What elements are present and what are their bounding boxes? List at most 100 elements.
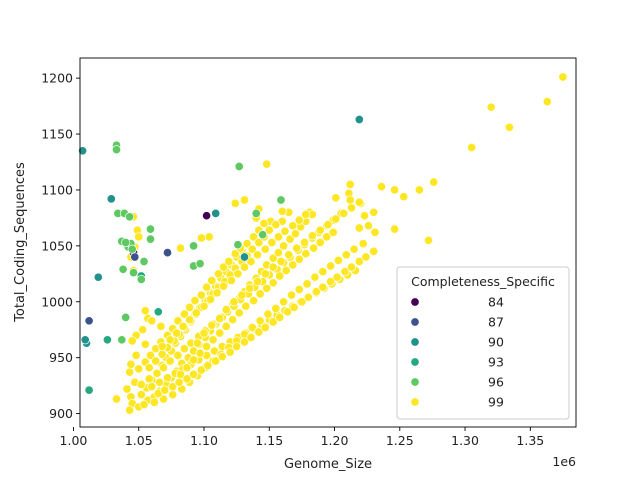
legend-label: 87: [488, 315, 504, 330]
x-axis-offset-label: 1e6: [552, 454, 576, 469]
data-point-99: [219, 262, 229, 272]
data-point-99: [299, 237, 310, 248]
data-point-99: [160, 385, 170, 395]
data-point-99: [390, 185, 400, 195]
data-point-99: [196, 233, 206, 243]
data-point-99: [165, 356, 175, 366]
legend-label: 84: [488, 295, 504, 310]
data-point-99: [219, 281, 229, 291]
data-point-99: [127, 336, 137, 346]
data-point-99: [301, 209, 311, 220]
data-point-99: [318, 267, 328, 277]
data-point-99: [232, 341, 242, 352]
data-point-99: [271, 220, 281, 230]
data-point-99: [246, 256, 256, 267]
data-point-99: [281, 265, 291, 276]
legend-label: 99: [488, 395, 504, 410]
data-point-99: [138, 325, 148, 335]
data-point-99: [190, 296, 200, 306]
legend-label: 93: [488, 355, 504, 370]
data-point-96: [251, 208, 261, 218]
data-point-99: [414, 185, 424, 195]
data-point-99: [226, 275, 236, 286]
data-point-96: [139, 256, 149, 267]
data-point-99: [369, 246, 379, 256]
data-point-99: [221, 305, 231, 315]
data-point-93: [102, 335, 112, 345]
data-point-99: [310, 272, 320, 282]
data-point-96: [117, 335, 127, 345]
data-point-99: [467, 142, 477, 153]
data-point-99: [125, 405, 135, 415]
data-point-99: [247, 322, 257, 333]
data-point-99: [134, 364, 144, 374]
x-tick-label: 1.35: [516, 433, 544, 448]
x-tick-label: 1.00: [60, 433, 88, 448]
data-point-99: [277, 206, 287, 216]
data-point-99: [255, 289, 265, 299]
data-point-99: [221, 321, 231, 331]
data-point-99: [275, 312, 285, 322]
data-point-99: [241, 301, 251, 311]
data-point-99: [370, 227, 380, 237]
data-point-99: [224, 256, 234, 267]
data-point-99: [152, 368, 162, 378]
data-point-99: [215, 328, 225, 338]
data-point-99: [315, 237, 325, 248]
data-point-99: [213, 269, 223, 279]
data-point-99: [286, 290, 297, 300]
data-point-99: [134, 232, 144, 242]
data-point-99: [282, 307, 293, 317]
data-point-99: [359, 211, 370, 221]
data-point-96: [121, 312, 131, 322]
data-point-99: [175, 243, 186, 253]
data-point-96: [125, 212, 135, 222]
data-point-99: [199, 328, 209, 338]
data-point-99: [486, 102, 496, 112]
data-point-99: [139, 400, 149, 410]
data-point-99: [289, 302, 299, 312]
data-point-99: [179, 309, 189, 319]
data-point-99: [203, 360, 213, 371]
data-point-99: [199, 301, 209, 311]
data-point-99: [275, 271, 285, 281]
y-tick-label: 900: [49, 406, 73, 421]
legend-title: Completeness_Specific: [411, 274, 555, 289]
data-point-99: [358, 239, 368, 249]
axes-frame: [79, 57, 577, 428]
data-point-99: [125, 367, 135, 377]
data-point-99: [182, 363, 192, 373]
data-point-96: [136, 274, 146, 284]
data-point-99: [340, 267, 350, 277]
data-point-99: [263, 309, 273, 319]
data-point-99: [212, 288, 222, 298]
data-point-99: [168, 390, 178, 400]
y-tick-label: 1000: [41, 294, 73, 309]
data-point-99: [204, 232, 214, 242]
data-point-99: [215, 313, 225, 324]
data-point-99: [332, 272, 342, 282]
data-point-99: [136, 390, 146, 400]
data-point-99: [178, 321, 188, 331]
data-point-99: [239, 337, 250, 347]
data-point-99: [303, 292, 313, 302]
data-point-96: [233, 240, 243, 250]
data-point-99: [276, 256, 286, 267]
data-point-99: [268, 317, 278, 327]
data-point-99: [157, 341, 167, 352]
data-point-99: [111, 394, 122, 404]
data-point-99: [158, 394, 169, 404]
data-point-99: [195, 348, 205, 358]
data-point-99: [211, 356, 221, 366]
data-point-99: [155, 377, 165, 387]
data-point-99: [354, 197, 364, 207]
data-point-99: [202, 282, 212, 292]
data-point-99: [173, 316, 183, 326]
data-point-93: [84, 385, 94, 395]
data-point-99: [229, 297, 239, 307]
data-point-99: [542, 97, 552, 107]
data-point-99: [168, 382, 178, 392]
data-point-96: [121, 237, 131, 248]
data-point-99: [230, 249, 240, 259]
data-point-99: [172, 328, 182, 338]
